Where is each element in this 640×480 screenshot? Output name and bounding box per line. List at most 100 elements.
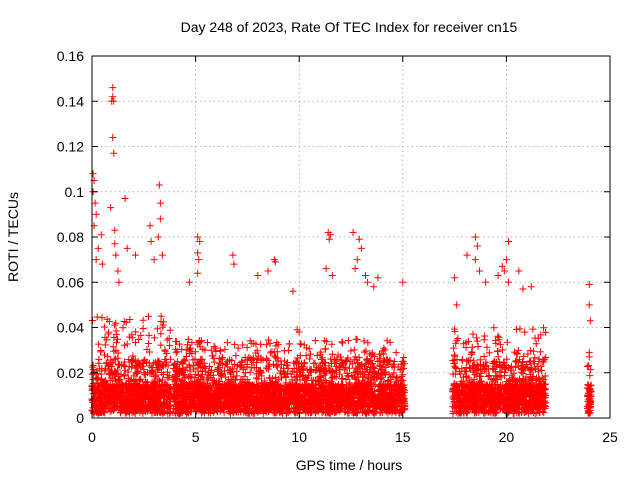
data-point bbox=[492, 336, 500, 344]
data-point bbox=[377, 369, 385, 377]
data-point bbox=[542, 328, 550, 336]
data-point bbox=[537, 391, 545, 399]
data-point bbox=[315, 401, 323, 409]
data-point bbox=[166, 342, 174, 350]
data-point bbox=[368, 375, 376, 383]
data-point bbox=[351, 385, 359, 393]
data-point bbox=[392, 409, 400, 417]
data-point bbox=[325, 362, 333, 370]
data-point bbox=[288, 376, 296, 384]
data-point bbox=[512, 378, 520, 386]
data-point bbox=[272, 353, 280, 361]
data-point bbox=[154, 375, 162, 383]
data-point bbox=[346, 394, 354, 402]
data-point bbox=[370, 397, 378, 405]
data-point bbox=[187, 405, 195, 413]
data-point bbox=[165, 389, 173, 397]
data-point bbox=[540, 324, 548, 332]
data-point bbox=[132, 377, 140, 385]
data-point bbox=[366, 368, 374, 376]
data-point bbox=[323, 395, 331, 403]
data-point bbox=[119, 324, 127, 332]
data-point bbox=[350, 368, 358, 376]
data-point bbox=[511, 357, 519, 365]
data-point bbox=[105, 361, 113, 369]
data-point bbox=[340, 361, 348, 369]
data-point bbox=[163, 368, 171, 376]
data-point bbox=[380, 380, 388, 388]
data-point bbox=[149, 368, 157, 376]
data-point bbox=[105, 397, 113, 405]
data-point bbox=[451, 352, 459, 360]
data-point bbox=[195, 339, 203, 347]
data-point bbox=[171, 401, 179, 409]
data-point bbox=[210, 358, 218, 366]
data-point bbox=[190, 404, 198, 412]
data-point bbox=[520, 352, 528, 360]
data-point bbox=[170, 390, 178, 398]
data-point bbox=[213, 407, 221, 415]
data-point bbox=[232, 352, 240, 360]
data-point bbox=[499, 346, 507, 354]
data-point bbox=[188, 349, 196, 357]
data-point bbox=[139, 400, 147, 408]
data-point bbox=[190, 397, 198, 405]
data-point bbox=[531, 381, 539, 389]
data-point bbox=[91, 401, 99, 409]
data-point bbox=[315, 385, 323, 393]
data-point bbox=[293, 405, 301, 413]
data-point bbox=[492, 358, 500, 366]
data-point bbox=[360, 396, 368, 404]
data-point bbox=[535, 404, 543, 412]
data-point bbox=[387, 373, 395, 381]
data-point bbox=[331, 359, 339, 367]
data-point bbox=[251, 394, 259, 402]
data-point bbox=[127, 399, 135, 407]
data-point bbox=[299, 403, 307, 411]
data-point bbox=[163, 396, 171, 404]
data-point bbox=[345, 405, 353, 413]
data-point bbox=[389, 407, 397, 415]
data-point bbox=[165, 335, 173, 343]
data-point bbox=[263, 399, 271, 407]
data-point bbox=[139, 324, 147, 332]
data-point bbox=[459, 356, 467, 364]
data-point bbox=[380, 344, 388, 352]
data-point bbox=[139, 316, 147, 324]
data-point bbox=[474, 342, 482, 350]
data-point bbox=[384, 361, 392, 369]
data-point bbox=[499, 381, 507, 389]
data-point bbox=[112, 338, 120, 346]
data-point bbox=[121, 362, 129, 370]
data-point bbox=[225, 386, 233, 394]
data-point bbox=[521, 328, 529, 336]
data-point bbox=[385, 357, 393, 365]
data-point bbox=[207, 346, 215, 354]
data-point bbox=[282, 388, 290, 396]
data-point bbox=[524, 399, 532, 407]
data-point bbox=[89, 379, 97, 387]
data-point bbox=[211, 393, 219, 401]
data-point bbox=[386, 338, 394, 346]
data-point bbox=[260, 377, 268, 385]
data-point bbox=[89, 361, 97, 369]
data-point bbox=[273, 339, 281, 347]
data-point bbox=[382, 391, 390, 399]
data-point bbox=[496, 341, 504, 349]
data-point bbox=[155, 365, 163, 373]
data-point bbox=[249, 355, 257, 363]
data-point bbox=[218, 402, 226, 410]
data-point bbox=[209, 376, 217, 384]
data-point bbox=[145, 331, 153, 339]
data-point bbox=[241, 385, 249, 393]
data-point bbox=[370, 368, 378, 376]
data-point bbox=[531, 409, 539, 417]
data-point bbox=[182, 346, 190, 354]
data-point bbox=[174, 382, 182, 390]
data-point bbox=[313, 390, 321, 398]
data-point bbox=[311, 408, 319, 416]
data-point bbox=[236, 392, 244, 400]
data-point bbox=[364, 339, 372, 347]
data-point bbox=[264, 408, 272, 416]
data-point bbox=[400, 364, 408, 372]
